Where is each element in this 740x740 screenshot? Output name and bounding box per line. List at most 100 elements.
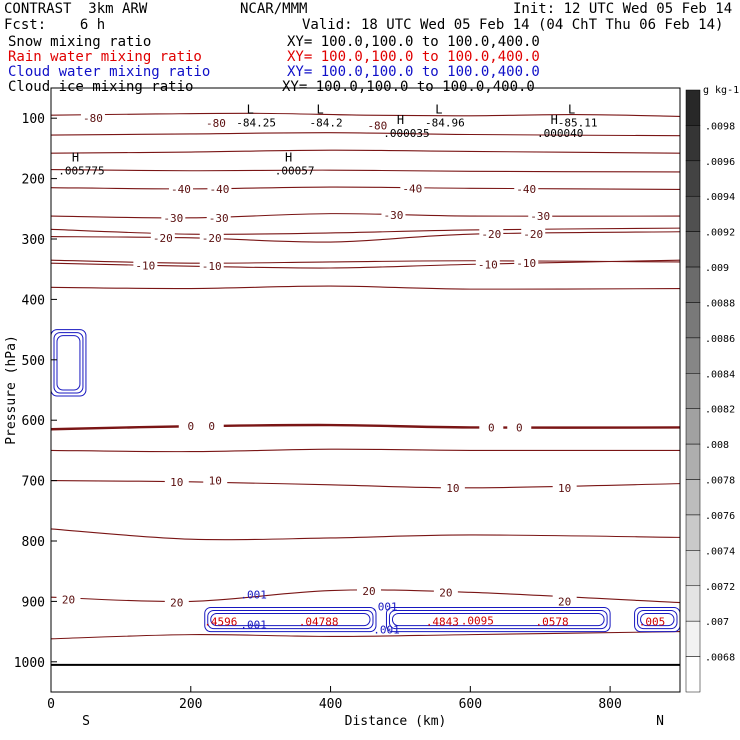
x-tick-label: 200: [179, 697, 202, 712]
contour-line-0: [50, 423, 681, 431]
x-tick-label: 400: [319, 697, 342, 712]
contour-line--80: [50, 112, 681, 117]
cloud-water-contour: [204, 606, 377, 633]
contour-label-bg: [514, 182, 539, 195]
contour-label-bg: [356, 585, 381, 598]
cloud-water-contours: .001.001.001.001.4596.04788.4843.0095.05…: [50, 329, 681, 636]
contour-label: -10: [202, 260, 222, 273]
colorbar-swatch: [685, 550, 701, 587]
cloud-water-label: .001: [373, 623, 400, 636]
colorbar-tick-label: .0098: [705, 121, 735, 132]
colorbar-swatch: [685, 302, 701, 339]
field-rain-name: Rain water mixing ratio: [8, 49, 202, 65]
colorbar-swatch: [685, 408, 701, 445]
contour-label: -10: [478, 258, 498, 271]
contour-label: -40: [171, 183, 191, 196]
contour-label: 20: [62, 594, 75, 607]
contour-label-bg: [199, 231, 224, 244]
contour-label-bg: [164, 596, 189, 609]
contour-label-bg: [440, 481, 465, 494]
low-marker: L: [435, 102, 442, 116]
extremum-value: -84.2: [310, 116, 343, 129]
contour-label: 20: [558, 595, 571, 608]
endpoint-left: S: [82, 714, 90, 729]
contour-label-bg: [400, 182, 425, 195]
contour-label: -30: [163, 212, 183, 225]
colorbar-tick-label: .007: [705, 617, 729, 628]
x-tick-label: 800: [598, 697, 621, 712]
contour-label-bg: [206, 211, 231, 224]
low-marker: L: [568, 102, 575, 116]
extremum-value: .00057: [275, 165, 315, 178]
contour-label-bg: [514, 257, 539, 270]
field-cloudice-xy: XY= 100.0,100.0 to 100.0,400.0: [282, 79, 535, 95]
x-axis-label: Distance (km): [345, 714, 447, 729]
contour-label-bg: [199, 420, 224, 433]
contour-label-bg: [168, 182, 193, 195]
contour-label: -10: [516, 257, 536, 270]
contour-label: -80: [367, 119, 387, 132]
contour-line--30: [50, 213, 681, 219]
contour-label-bg: [178, 420, 203, 433]
contour-label: 10: [209, 475, 222, 488]
colorbar-swatch: [685, 266, 701, 303]
valid-time: Valid: 18 UTC Wed 05 Feb 14 (04 ChT Thu …: [302, 17, 724, 33]
contour-label-bg: [203, 474, 228, 487]
contour-line--70: [50, 132, 681, 137]
contour-label-bg: [80, 112, 105, 125]
y-axis-label: Pressure (hPa): [4, 335, 19, 445]
field-cloudice-name: Cloud ice mixing ratio: [8, 79, 194, 95]
contour-label: 0: [187, 420, 194, 433]
contour-label: 10: [170, 476, 183, 489]
contour-label: -30: [530, 210, 550, 223]
contour-line--25: [50, 227, 681, 235]
contour-label-bg: [475, 258, 500, 271]
colorbar-swatch: [685, 337, 701, 374]
contour-label-bg: [207, 182, 232, 195]
extremum-value: -84.96: [425, 116, 465, 129]
field-rain-xy: XY= 100.0,100.0 to 100.0,400.0: [287, 49, 540, 65]
colorbar-tick-label: .009: [705, 263, 729, 274]
colorbar-tick-label: .0084: [705, 369, 735, 380]
colorbar-swatch: [685, 656, 701, 693]
colorbar-swatch: [685, 514, 701, 551]
cloud-water-contour: [53, 332, 84, 394]
contour-label: -20: [481, 228, 501, 241]
contour-label: 10: [558, 482, 571, 495]
contour-label-bg: [521, 228, 546, 241]
y-tick-label: 1000: [14, 656, 45, 671]
colorbar-swatch: [685, 160, 701, 197]
x-tick-label: 600: [459, 697, 482, 712]
colorbar-units: g kg-1: [703, 85, 739, 96]
colorbar-tick-label: .0088: [705, 298, 735, 309]
colorbar-tick-label: .0072: [705, 582, 735, 593]
y-tick-label: 900: [22, 595, 45, 610]
contour-label: 20: [362, 585, 375, 598]
contour-label-bg: [133, 259, 158, 272]
contour-label: -30: [384, 209, 404, 222]
rain-water-label: .005: [639, 616, 666, 629]
cloud-water-contour: [640, 612, 675, 627]
colorbar-swatch: [685, 89, 701, 126]
low-marker: L: [316, 102, 323, 116]
contour-label-bg: [164, 475, 189, 488]
cloud-water-contour: [207, 609, 374, 630]
rain-water-label: .04788: [299, 616, 339, 629]
contour-label-bg: [381, 208, 406, 221]
model-title: CONTRAST 3km ARW: [4, 1, 148, 17]
contour-label: -20: [153, 232, 173, 245]
contour-label-bg: [552, 481, 577, 494]
contour-line-10: [50, 480, 681, 489]
rain-water-label: .0578: [536, 616, 569, 629]
field-snow-name: Snow mixing ratio: [8, 34, 152, 50]
high-marker: H: [72, 151, 79, 165]
contour-label-bg: [365, 119, 390, 132]
cloud-water-contour: [50, 329, 87, 397]
y-tick-label: 100: [22, 112, 45, 127]
colorbar-tick-label: .008: [705, 440, 729, 451]
contour-line--50: [50, 168, 681, 173]
rain-water-label: .4596: [204, 616, 237, 629]
y-tick-label: 200: [22, 173, 45, 188]
rain-water-label: .4843: [426, 616, 459, 629]
